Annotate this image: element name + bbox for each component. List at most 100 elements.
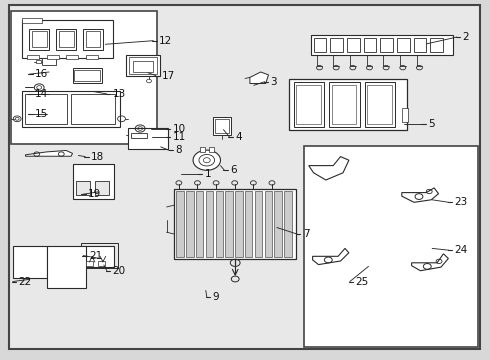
Text: 6: 6 [230,165,237,175]
Text: 14: 14 [35,89,49,99]
Bar [98,261,105,266]
Bar [47,246,86,288]
Bar [274,191,282,257]
Bar [296,85,321,124]
Bar [36,60,41,63]
Bar [176,191,184,257]
Bar [216,191,223,257]
Polygon shape [309,157,349,180]
Text: 25: 25 [356,276,369,287]
Bar [284,191,292,257]
Bar [22,20,113,58]
Text: 1: 1 [205,168,212,179]
Text: 20: 20 [113,266,126,276]
Text: 5: 5 [428,119,435,129]
Bar [13,246,47,278]
Bar [22,91,120,127]
Text: 13: 13 [113,89,126,99]
Bar [414,38,426,52]
Bar [82,246,114,267]
Bar [95,181,109,195]
Bar [86,261,93,266]
Bar [42,58,56,65]
Polygon shape [412,254,448,271]
Polygon shape [25,150,73,156]
Polygon shape [313,248,349,265]
Polygon shape [402,188,439,202]
Bar [128,128,168,149]
Bar [397,38,410,52]
Bar [74,70,100,81]
Bar [66,55,78,59]
Bar [265,191,272,257]
Bar [311,35,453,55]
Text: 24: 24 [455,245,468,255]
Text: 8: 8 [175,145,182,156]
Bar [215,119,229,133]
Bar [245,191,252,257]
Text: 17: 17 [162,71,175,81]
Bar [213,117,231,135]
Bar [86,31,100,47]
Bar [186,191,194,257]
Bar [367,85,392,124]
Bar [56,29,76,50]
Text: 16: 16 [35,69,49,79]
Bar [294,82,324,127]
Bar [133,61,153,72]
Bar [206,191,213,257]
Bar [11,11,157,144]
Text: 22: 22 [19,276,32,287]
Bar [47,55,59,59]
Bar [25,94,67,124]
Bar [332,85,356,124]
Bar [73,164,114,199]
Text: 7: 7 [303,229,310,239]
Text: 4: 4 [235,132,242,142]
Bar [364,38,376,52]
Bar [330,38,343,52]
Bar [255,191,262,257]
Bar [129,57,157,74]
Bar [126,55,160,76]
Circle shape [193,150,220,170]
Text: 15: 15 [35,109,49,120]
Bar [304,146,478,347]
Bar [430,38,443,52]
Text: 2: 2 [463,32,469,42]
Bar [174,189,296,259]
Text: 18: 18 [91,152,104,162]
Bar [329,82,360,127]
Bar [86,55,98,59]
Bar [196,191,203,257]
Bar [81,243,118,268]
Text: 10: 10 [172,123,186,134]
Text: 19: 19 [88,189,101,199]
Text: 23: 23 [455,197,468,207]
Text: 21: 21 [89,251,102,261]
Bar [235,191,243,257]
Bar [347,38,360,52]
Text: 3: 3 [270,77,277,87]
Bar [32,31,47,47]
Text: 11: 11 [172,132,186,142]
Bar [380,38,393,52]
Bar [365,82,395,127]
Bar [314,38,326,52]
Polygon shape [250,72,269,84]
Bar [225,191,233,257]
Bar [131,133,147,138]
Bar [71,94,115,124]
Bar [83,29,103,50]
Bar [59,31,74,47]
Bar [29,29,49,50]
Bar [73,68,102,83]
Bar [402,108,408,122]
Bar [76,181,90,195]
Text: 9: 9 [213,292,220,302]
Text: 12: 12 [159,36,172,46]
Bar [27,55,39,59]
Bar [289,79,407,130]
Bar [200,147,205,152]
Bar [22,18,42,23]
